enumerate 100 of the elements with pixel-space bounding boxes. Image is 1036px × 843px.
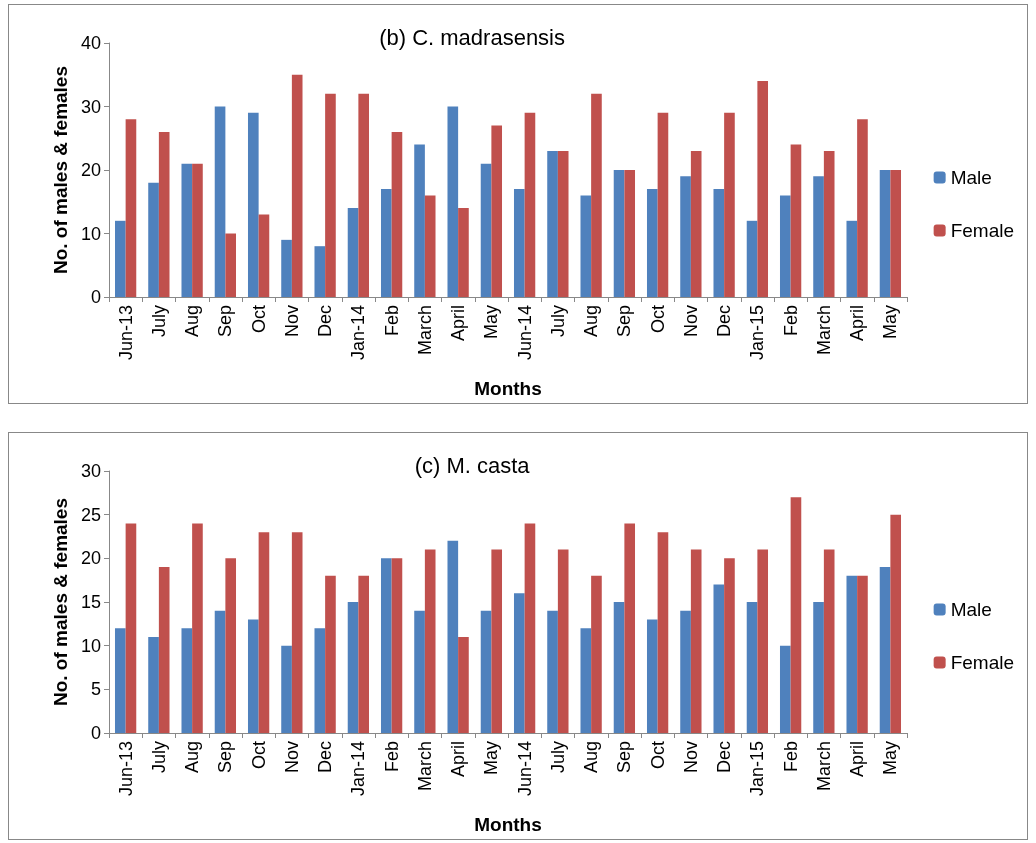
- y-tick-label: 15: [80, 592, 101, 612]
- bar: [314, 628, 326, 733]
- bar: [846, 220, 858, 297]
- legend-label: Female: [950, 220, 1014, 241]
- bar: [813, 176, 824, 297]
- x-tick-label: Jan-15: [747, 305, 768, 361]
- x-axis-title: Months: [474, 378, 542, 399]
- x-tick-label: Aug: [182, 741, 203, 774]
- bar: [513, 593, 525, 733]
- x-tick-label: July: [547, 741, 568, 774]
- x-tick-label: Sep: [614, 741, 635, 774]
- bar: [325, 93, 336, 297]
- bar: [247, 619, 259, 733]
- y-tick-label: 20: [80, 160, 101, 180]
- bar: [347, 602, 359, 733]
- y-tick-label: 5: [90, 679, 101, 700]
- x-tick-label: Feb: [780, 305, 801, 337]
- bar: [547, 150, 558, 297]
- x-tick-label: Dec: [714, 741, 735, 774]
- x-tick-label: Sep: [215, 305, 236, 338]
- bar: [790, 144, 802, 297]
- x-tick-label: Jun-14: [514, 741, 535, 797]
- bar: [447, 540, 459, 733]
- bar: [258, 214, 270, 297]
- bar: [813, 602, 824, 733]
- bar: [314, 246, 326, 297]
- bar: [557, 549, 569, 733]
- bar: [414, 610, 425, 733]
- x-tick-label: Oct: [248, 305, 269, 334]
- bar: [757, 549, 769, 733]
- x-tick-label: Jan-14: [348, 741, 369, 797]
- bar: [148, 182, 159, 297]
- bar: [391, 131, 403, 297]
- bar: [158, 567, 170, 733]
- bar: [879, 170, 891, 297]
- bar: [181, 163, 193, 297]
- x-tick-label: Dec: [315, 305, 336, 338]
- bar: [724, 558, 735, 733]
- bar: [424, 549, 436, 733]
- chart-title: (b) C. madrasensis: [379, 24, 566, 50]
- x-tick-label: May: [880, 741, 901, 776]
- bar: [125, 119, 137, 297]
- bar: [690, 549, 702, 733]
- bar: [580, 628, 592, 733]
- bar: [779, 645, 791, 733]
- bar: [391, 558, 403, 733]
- bar: [214, 610, 226, 733]
- bar: [447, 106, 459, 297]
- bar: [779, 195, 791, 297]
- bar: [513, 189, 525, 297]
- bar: [680, 610, 691, 733]
- x-tick-label: Aug: [182, 305, 203, 338]
- bar: [125, 523, 137, 733]
- x-tick-label: Jun-13: [115, 305, 136, 361]
- x-tick-label: Jan-14: [348, 305, 369, 361]
- x-tick-label: April: [847, 741, 868, 778]
- x-tick-label: Oct: [248, 741, 269, 770]
- legend-label: Female: [950, 652, 1014, 673]
- bar: [491, 125, 503, 297]
- bar: [680, 176, 691, 297]
- bar: [214, 106, 226, 297]
- y-tick-label: 40: [80, 33, 101, 53]
- x-tick-label: Feb: [381, 741, 402, 773]
- bar: [192, 163, 203, 297]
- y-tick-label: 25: [80, 504, 101, 525]
- bar: [414, 144, 425, 297]
- x-tick-label: Dec: [714, 305, 735, 338]
- bar: [657, 532, 669, 733]
- bar: [613, 602, 625, 733]
- y-tick-label: 10: [80, 223, 101, 244]
- x-axis-title: Months: [474, 814, 542, 835]
- bar: [281, 645, 292, 733]
- x-tick-label: Nov: [281, 741, 302, 774]
- bar: [547, 610, 558, 733]
- bar: [857, 119, 868, 297]
- bar: [591, 575, 602, 733]
- bar: [624, 523, 636, 733]
- bar: [114, 628, 126, 733]
- x-tick-label: July: [148, 741, 169, 774]
- x-tick-label: Jun-14: [514, 305, 535, 361]
- y-axis-title: No. of males & females: [50, 65, 72, 275]
- bar: [480, 610, 492, 733]
- bar: [646, 619, 658, 733]
- bar: [890, 514, 902, 733]
- bar: [646, 189, 658, 297]
- bar: [258, 532, 270, 733]
- x-tick-label: March: [414, 305, 435, 356]
- x-tick-label: April: [448, 305, 469, 342]
- legend-label: Male: [950, 167, 992, 188]
- bar: [746, 602, 758, 733]
- y-tick-label: 30: [80, 96, 101, 117]
- bar: [846, 575, 858, 733]
- legend-label: Male: [950, 599, 992, 620]
- x-tick-label: Feb: [780, 741, 801, 773]
- x-tick-label: Oct: [647, 305, 668, 334]
- y-tick-label: 10: [80, 635, 101, 656]
- x-tick-label: May: [481, 305, 502, 340]
- x-tick-label: Oct: [647, 741, 668, 770]
- bar: [591, 93, 602, 297]
- bar: [823, 549, 835, 733]
